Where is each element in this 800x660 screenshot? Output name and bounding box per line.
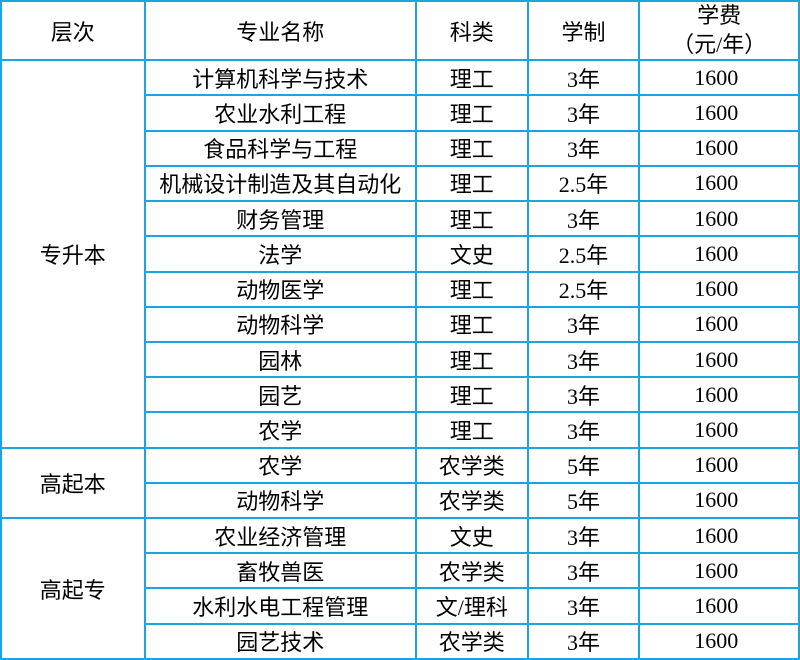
cell-major: 水利水电工程管理 — [145, 588, 416, 623]
cell-major: 园林 — [145, 342, 416, 377]
table-body: 专升本计算机科学与技术理工3年1600农业水利工程理工3年1600食品科学与工程… — [1, 60, 799, 659]
cell-fee: 1600 — [639, 201, 799, 236]
cell-category: 农学类 — [416, 624, 528, 659]
cell-duration: 3年 — [528, 131, 640, 166]
cell-category: 理工 — [416, 166, 528, 201]
cell-major: 农学 — [145, 412, 416, 447]
header-duration: 学制 — [528, 1, 640, 60]
programs-table: 层次 专业名称 科类 学制 学费 （元/年） 专升本计算机科学与技术理工3年16… — [0, 0, 800, 660]
cell-duration: 2.5年 — [528, 236, 640, 271]
cell-major: 动物科学 — [145, 483, 416, 518]
cell-duration: 3年 — [528, 60, 640, 95]
header-major: 专业名称 — [145, 1, 416, 60]
cell-duration: 3年 — [528, 588, 640, 623]
cell-fee: 1600 — [639, 553, 799, 588]
cell-fee: 1600 — [639, 95, 799, 130]
cell-major: 农业水利工程 — [145, 95, 416, 130]
cell-major: 园艺 — [145, 377, 416, 412]
cell-category: 文/理科 — [416, 588, 528, 623]
cell-category: 理工 — [416, 307, 528, 342]
cell-category: 农学类 — [416, 483, 528, 518]
cell-fee: 1600 — [639, 624, 799, 659]
cell-fee: 1600 — [639, 307, 799, 342]
cell-duration: 3年 — [528, 342, 640, 377]
cell-major: 计算机科学与技术 — [145, 60, 416, 95]
cell-major: 园艺技术 — [145, 624, 416, 659]
cell-level: 高起本 — [1, 448, 145, 518]
cell-major: 食品科学与工程 — [145, 131, 416, 166]
cell-duration: 5年 — [528, 448, 640, 483]
cell-fee: 1600 — [639, 588, 799, 623]
table-row: 专升本计算机科学与技术理工3年1600 — [1, 60, 799, 95]
cell-duration: 3年 — [528, 518, 640, 553]
cell-fee: 1600 — [639, 377, 799, 412]
cell-fee: 1600 — [639, 448, 799, 483]
cell-duration: 3年 — [528, 307, 640, 342]
cell-fee: 1600 — [639, 518, 799, 553]
cell-major: 农学 — [145, 448, 416, 483]
header-category: 科类 — [416, 1, 528, 60]
cell-major: 机械设计制造及其自动化 — [145, 166, 416, 201]
cell-fee: 1600 — [639, 412, 799, 447]
cell-major: 畜牧兽医 — [145, 553, 416, 588]
cell-duration: 3年 — [528, 553, 640, 588]
cell-fee: 1600 — [639, 166, 799, 201]
cell-category: 理工 — [416, 201, 528, 236]
table-header-row: 层次 专业名称 科类 学制 学费 （元/年） — [1, 1, 799, 60]
cell-category: 理工 — [416, 272, 528, 307]
cell-fee: 1600 — [639, 483, 799, 518]
cell-category: 文史 — [416, 236, 528, 271]
header-fee: 学费 （元/年） — [639, 1, 799, 60]
cell-major: 动物医学 — [145, 272, 416, 307]
header-fee-line2: （元/年） — [672, 32, 766, 57]
cell-category: 理工 — [416, 342, 528, 377]
cell-category: 理工 — [416, 131, 528, 166]
cell-major: 农业经济管理 — [145, 518, 416, 553]
cell-level: 高起专 — [1, 518, 145, 659]
cell-duration: 3年 — [528, 624, 640, 659]
cell-category: 理工 — [416, 60, 528, 95]
cell-fee: 1600 — [639, 60, 799, 95]
table-row: 高起本农学农学类5年1600 — [1, 448, 799, 483]
cell-duration: 5年 — [528, 483, 640, 518]
cell-major: 动物科学 — [145, 307, 416, 342]
cell-category: 农学类 — [416, 448, 528, 483]
cell-duration: 3年 — [528, 377, 640, 412]
cell-duration: 3年 — [528, 412, 640, 447]
header-fee-line1: 学费 — [697, 3, 741, 28]
cell-duration: 3年 — [528, 95, 640, 130]
cell-level: 专升本 — [1, 60, 145, 447]
cell-fee: 1600 — [639, 131, 799, 166]
cell-category: 文史 — [416, 518, 528, 553]
cell-fee: 1600 — [639, 342, 799, 377]
cell-duration: 2.5年 — [528, 272, 640, 307]
cell-duration: 2.5年 — [528, 166, 640, 201]
cell-fee: 1600 — [639, 236, 799, 271]
cell-fee: 1600 — [639, 272, 799, 307]
cell-category: 理工 — [416, 412, 528, 447]
cell-major: 财务管理 — [145, 201, 416, 236]
cell-major: 法学 — [145, 236, 416, 271]
cell-category: 理工 — [416, 95, 528, 130]
cell-category: 农学类 — [416, 553, 528, 588]
header-level: 层次 — [1, 1, 145, 60]
table-row: 高起专农业经济管理文史3年1600 — [1, 518, 799, 553]
cell-category: 理工 — [416, 377, 528, 412]
cell-duration: 3年 — [528, 201, 640, 236]
